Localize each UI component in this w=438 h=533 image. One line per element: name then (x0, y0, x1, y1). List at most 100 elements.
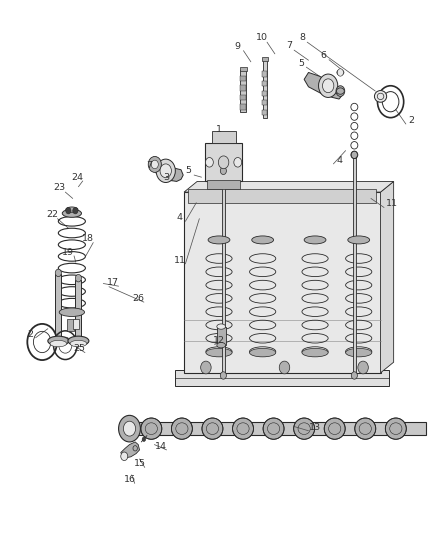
Text: 13: 13 (309, 423, 321, 432)
Text: 2: 2 (27, 329, 33, 338)
Text: 4: 4 (336, 156, 342, 165)
Ellipse shape (263, 418, 284, 439)
Bar (217, 327, 226, 345)
Bar (353, 155, 356, 375)
Circle shape (220, 372, 226, 379)
Bar (125, 422, 426, 435)
Bar (240, 76, 246, 81)
Bar (262, 110, 268, 115)
Circle shape (66, 207, 71, 214)
Text: 25: 25 (73, 344, 85, 353)
Ellipse shape (48, 336, 69, 346)
Text: 6: 6 (321, 51, 327, 60)
Ellipse shape (348, 236, 370, 244)
Text: 8: 8 (299, 34, 305, 43)
Bar (205, 143, 242, 181)
Ellipse shape (208, 236, 230, 244)
Circle shape (75, 274, 81, 282)
Bar (262, 71, 268, 77)
Circle shape (160, 164, 171, 177)
Ellipse shape (217, 324, 226, 329)
Text: 7: 7 (146, 161, 152, 170)
Bar (55, 274, 61, 338)
Ellipse shape (374, 91, 387, 102)
Ellipse shape (252, 236, 274, 244)
Text: 18: 18 (82, 235, 94, 244)
Text: 17: 17 (107, 278, 119, 287)
Text: 3: 3 (163, 173, 170, 182)
Ellipse shape (66, 207, 78, 212)
Bar (262, 100, 268, 106)
Ellipse shape (50, 341, 67, 347)
Bar (263, 59, 267, 118)
Ellipse shape (293, 418, 314, 439)
Circle shape (336, 86, 345, 96)
Circle shape (220, 167, 226, 174)
Ellipse shape (385, 418, 406, 439)
Bar (240, 104, 246, 110)
Bar (262, 91, 268, 96)
Text: 16: 16 (124, 475, 135, 484)
Ellipse shape (302, 349, 328, 357)
Circle shape (121, 452, 128, 461)
Polygon shape (184, 181, 394, 192)
Ellipse shape (304, 236, 326, 244)
Ellipse shape (337, 70, 344, 75)
Circle shape (337, 69, 343, 76)
Circle shape (148, 157, 161, 172)
Circle shape (73, 207, 78, 214)
Ellipse shape (59, 308, 85, 317)
Ellipse shape (206, 349, 232, 357)
Text: 5: 5 (298, 59, 304, 68)
Bar (207, 180, 240, 189)
Circle shape (55, 269, 61, 277)
Circle shape (133, 446, 138, 451)
Circle shape (151, 160, 158, 168)
Text: 7: 7 (286, 42, 292, 51)
Circle shape (234, 158, 242, 167)
Text: 19: 19 (62, 248, 74, 257)
Text: 9: 9 (235, 42, 241, 51)
Ellipse shape (70, 341, 87, 347)
Bar (67, 319, 74, 331)
Text: 10: 10 (256, 34, 268, 43)
Ellipse shape (217, 343, 226, 348)
Polygon shape (121, 442, 140, 458)
Circle shape (351, 372, 357, 379)
Bar (75, 280, 81, 338)
Circle shape (156, 159, 175, 182)
Circle shape (205, 158, 213, 167)
Text: 5: 5 (185, 166, 191, 175)
Ellipse shape (171, 418, 192, 439)
Circle shape (142, 437, 146, 441)
Text: 11: 11 (386, 199, 398, 208)
Bar (73, 319, 79, 329)
Text: 14: 14 (155, 442, 167, 451)
Bar (240, 95, 246, 100)
Circle shape (279, 361, 290, 374)
Text: 26: 26 (132, 294, 144, 303)
Ellipse shape (62, 209, 81, 217)
Text: 11: 11 (174, 256, 186, 264)
Bar (175, 370, 389, 386)
Text: 1: 1 (216, 125, 222, 134)
Bar (240, 85, 246, 91)
Bar (212, 132, 236, 143)
Ellipse shape (202, 418, 223, 439)
Text: 12: 12 (213, 336, 225, 345)
Ellipse shape (336, 88, 344, 94)
Ellipse shape (355, 418, 376, 439)
Polygon shape (304, 72, 342, 99)
Bar (240, 70, 246, 112)
Text: 24: 24 (71, 173, 83, 182)
Text: 22: 22 (46, 210, 58, 219)
Text: 15: 15 (134, 459, 145, 467)
Text: 23: 23 (53, 183, 66, 192)
Bar (222, 171, 225, 375)
Circle shape (119, 415, 141, 442)
Circle shape (358, 361, 368, 374)
Circle shape (318, 74, 338, 98)
Circle shape (322, 79, 334, 93)
Circle shape (201, 361, 211, 374)
Polygon shape (150, 159, 183, 181)
